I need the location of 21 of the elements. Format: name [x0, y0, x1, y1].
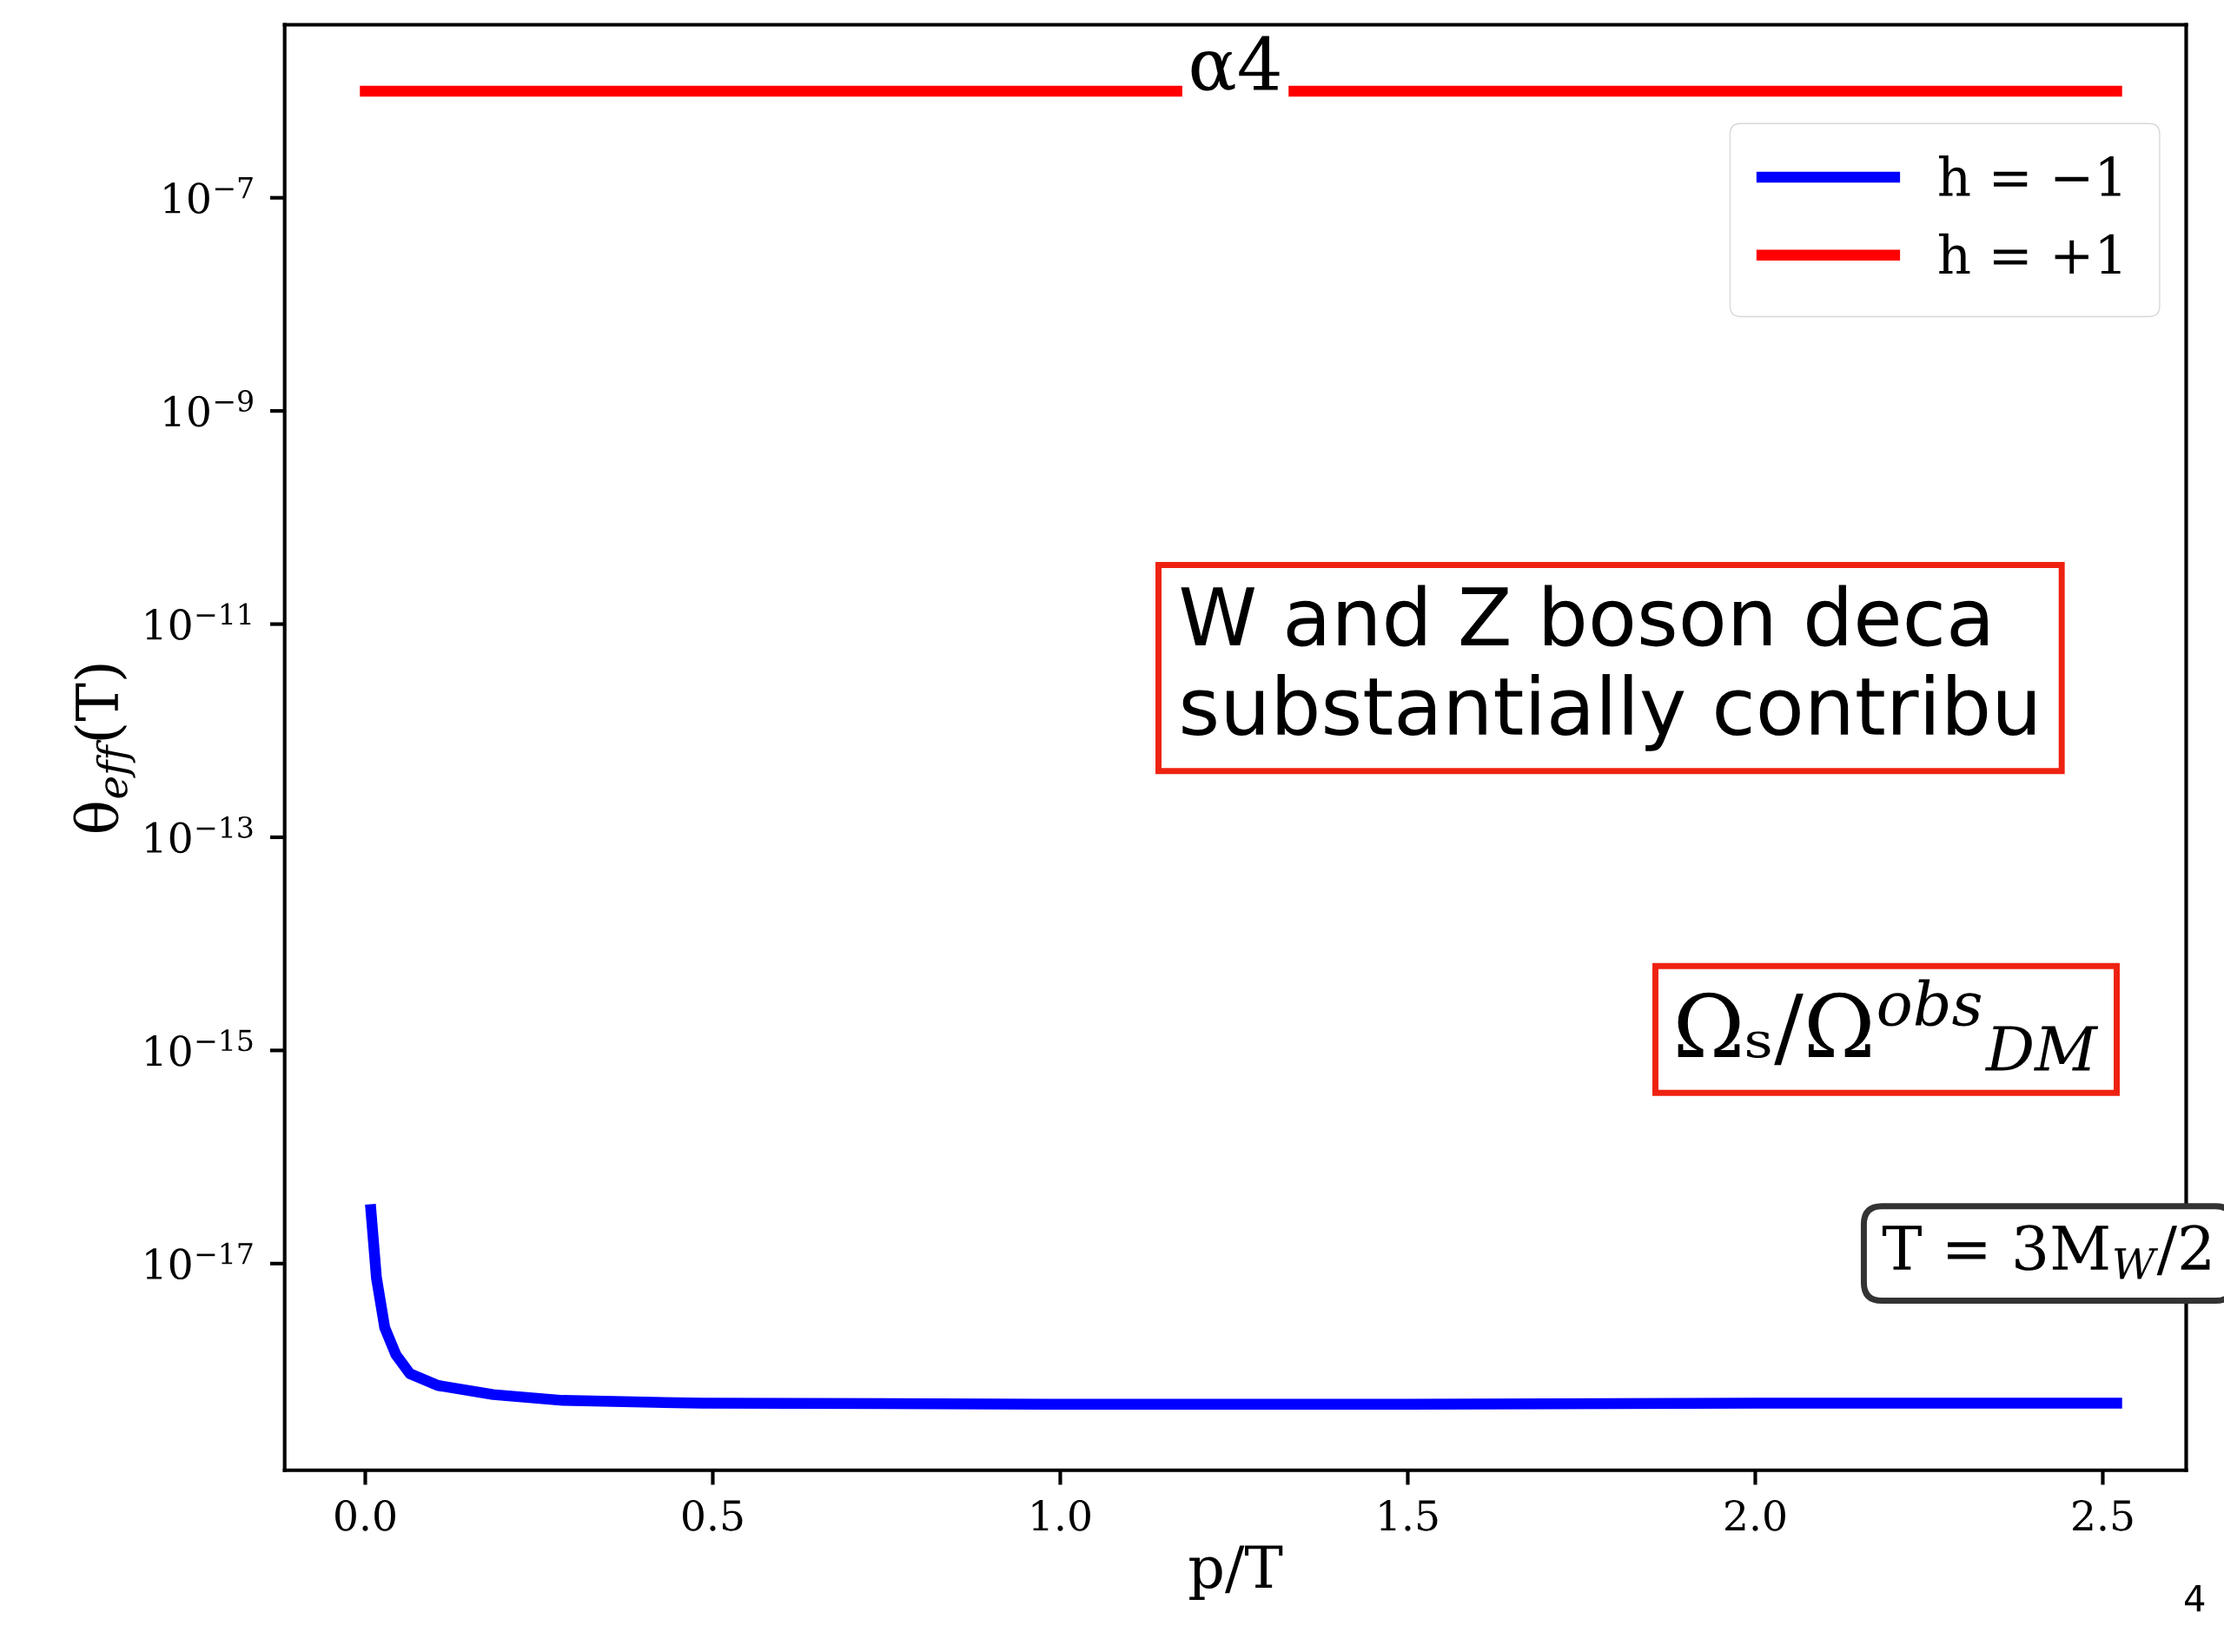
chart-title: α4: [1191, 36, 1280, 91]
x-tick-label: 1.5: [1380, 1499, 1438, 1531]
x-tick-label: 2.5: [2073, 1499, 2133, 1531]
annotation: T = 3M$_{W}$/2: [1882, 1225, 2210, 1279]
annotation: Ωₛ/Ω$^{obs}$$_{DM}$: [1678, 979, 2099, 1071]
x-tick-label: 1.0: [1032, 1499, 1090, 1531]
legend-label: h = −1: [1938, 155, 2121, 196]
y-tick-label: 10$^{−15}$: [146, 1029, 253, 1067]
legend-label: h = +1: [1938, 233, 2121, 274]
y-tick-label: 10$^{−7}$: [164, 177, 253, 215]
x-axis-title: p/T: [1189, 1545, 1283, 1600]
y-tick-label: 10$^{−9}$: [164, 390, 253, 427]
y-tick-label: 10$^{−17}$: [146, 1242, 253, 1280]
text: 4: [2185, 1584, 2205, 1612]
x-tick-label: 0.5: [683, 1499, 743, 1531]
x-tick-label: 0.0: [335, 1499, 395, 1531]
y-tick-label: 10$^{−11}$: [146, 603, 251, 640]
x-tick-label: 2.0: [1725, 1499, 1785, 1531]
y-tick-label: 10$^{−13}$: [146, 816, 253, 854]
y-axis-title: θ$_{eff}$(T): [73, 664, 136, 832]
annotation: W and Z boson deca substantially contribu: [1181, 585, 2035, 751]
